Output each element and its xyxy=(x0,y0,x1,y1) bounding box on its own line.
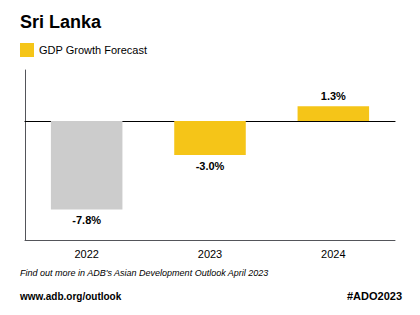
svg-text:GDP Growth Forecast: GDP Growth Forecast xyxy=(39,44,147,56)
svg-text:-3.0%: -3.0% xyxy=(196,160,225,172)
svg-text:#ADO2023: #ADO2023 xyxy=(347,290,402,302)
svg-text:2024: 2024 xyxy=(321,248,345,260)
svg-text:2022: 2022 xyxy=(74,248,98,260)
svg-text:2023: 2023 xyxy=(198,248,222,260)
svg-text:Find out more in ADB's Asian D: Find out more in ADB's Asian Development… xyxy=(20,268,268,278)
svg-text:1.3%: 1.3% xyxy=(321,90,346,102)
svg-text:Sri Lanka: Sri Lanka xyxy=(20,12,102,32)
svg-text:-7.8%: -7.8% xyxy=(72,214,101,226)
svg-text:www.adb.org/outlook: www.adb.org/outlook xyxy=(19,291,122,302)
